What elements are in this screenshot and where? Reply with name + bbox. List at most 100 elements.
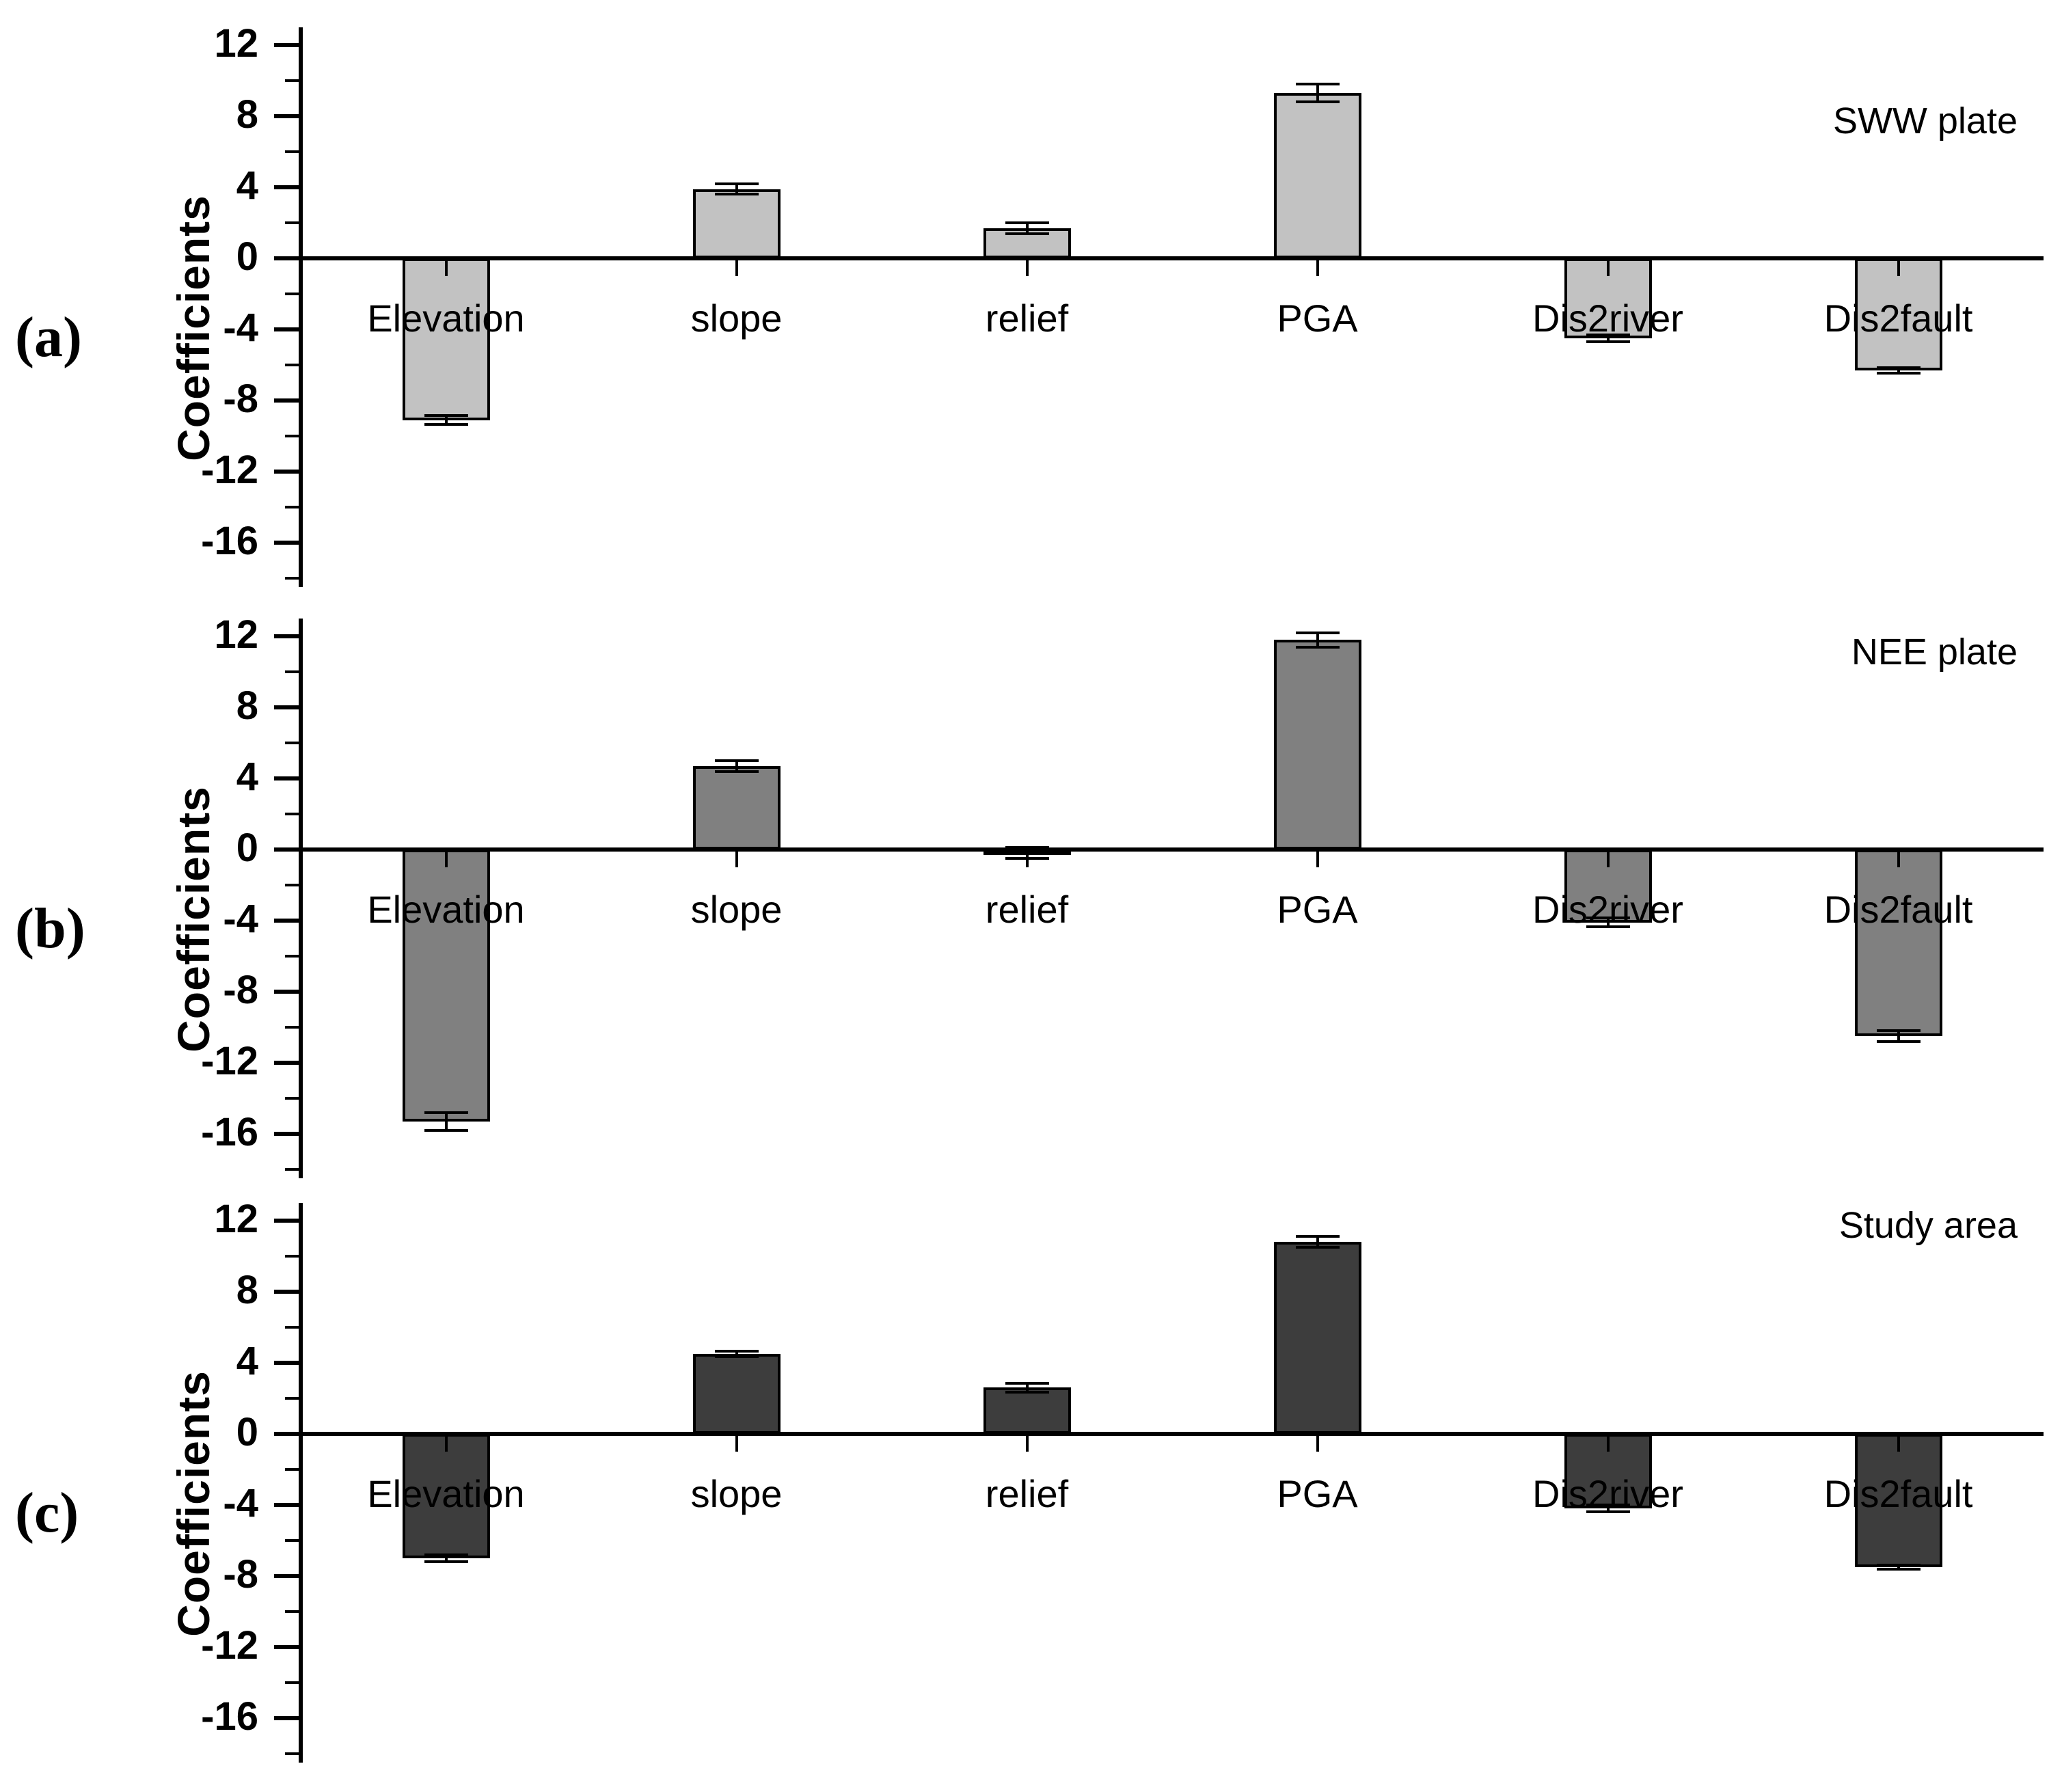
category-label-relief: relief: [985, 1472, 1069, 1515]
y-axis-major-tick: [274, 1132, 299, 1136]
error-bar-stem: [444, 416, 448, 425]
y-axis-line: [299, 27, 303, 587]
y-axis-major-tick: [274, 1061, 299, 1065]
error-bar-cap-bottom: [1876, 1567, 1921, 1571]
x-axis-category-tick: [1897, 1434, 1900, 1452]
plot-area-study: 12 8 4 0 -4 -8 -12 -16 Elevation slope relief PGA Di…: [0, 1197, 2049, 1792]
y-axis-minor-tick: [285, 1610, 299, 1613]
category-label-elevation: Elevation: [367, 297, 525, 340]
bar-pga: [1273, 1242, 1361, 1434]
y-axis-major-tick: [274, 1503, 299, 1507]
category-label-pga: PGA: [1277, 297, 1358, 340]
y-axis-major-tick: [274, 327, 299, 331]
error-bar-cap-bottom: [1005, 1390, 1049, 1394]
y-axis-major-tick: [274, 1432, 299, 1436]
error-bar-stem: [1316, 1236, 1319, 1247]
error-bar-cap-top: [424, 1553, 468, 1556]
y-axis-major-tick: [274, 1361, 299, 1365]
error-bar-cap-top: [1005, 221, 1049, 224]
y-axis-minor-tick: [285, 1397, 299, 1400]
error-bar-stem: [444, 1554, 448, 1562]
panel-title-nee: NEE plate: [1851, 632, 2018, 673]
error-bar-stem: [1606, 334, 1610, 342]
category-label-dis2river: Dis2river: [1532, 297, 1683, 340]
x-axis-category-tick: [1025, 258, 1029, 276]
error-bar-stem: [1897, 1565, 1900, 1569]
x-axis-category-tick: [735, 258, 738, 276]
y-axis-minor-tick: [285, 293, 299, 295]
error-bar-stem: [1316, 84, 1319, 103]
error-bar-cap-bottom: [1586, 925, 1630, 929]
y-axis-minor-tick: [285, 1681, 299, 1684]
error-bar-stem: [735, 1351, 738, 1357]
error-bar-cap-top: [1876, 1564, 1921, 1567]
error-bar-cap-bottom: [424, 423, 468, 426]
y-axis-major-tick: [274, 1219, 299, 1223]
panel-title-study: Study area: [1838, 1205, 2018, 1246]
x-axis-category-tick: [1606, 258, 1610, 276]
y-axis-tick-label: -8: [223, 968, 258, 1012]
x-axis-zero-line: [299, 1432, 2044, 1436]
error-bar-cap-bottom: [1586, 1510, 1630, 1514]
y-axis-tick-label: 4: [236, 755, 258, 799]
error-bar-cap-bottom: [424, 1128, 468, 1132]
y-axis-major-tick: [274, 185, 299, 189]
y-axis-tick-label: -16: [201, 1694, 258, 1739]
y-axis-major-tick: [274, 1290, 299, 1294]
error-bar-cap-top: [1586, 917, 1630, 920]
y-axis-tick-label: -12: [201, 448, 258, 492]
bar-dis2fault: [1854, 1434, 1942, 1567]
category-label-dis2fault: Dis2fault: [1823, 297, 1973, 340]
error-bar-cap-bottom: [1005, 232, 1049, 235]
error-bar-cap-top: [714, 182, 759, 185]
y-axis-tick-label: 12: [214, 1197, 258, 1241]
error-bar-cap-top: [1876, 366, 1921, 369]
category-label-slope: slope: [690, 1472, 783, 1515]
x-axis-category-tick: [1316, 1434, 1319, 1452]
y-axis-minor-tick: [285, 1026, 299, 1029]
error-bar-stem: [1606, 1505, 1610, 1512]
y-axis-tick-label: 0: [236, 234, 258, 279]
y-axis-minor-tick: [285, 1468, 299, 1471]
x-axis-category-tick: [1025, 1434, 1029, 1452]
x-axis-category-tick: [1316, 258, 1319, 276]
error-bar-stem: [1316, 632, 1319, 647]
y-axis-major-tick: [274, 705, 299, 709]
y-axis-tick-label: 12: [214, 21, 258, 66]
y-axis-tick-label: 8: [236, 92, 258, 137]
y-axis-minor-tick: [285, 884, 299, 886]
category-label-elevation: Elevation: [367, 888, 525, 931]
bar-slope: [692, 189, 781, 258]
x-axis-category-tick: [1897, 850, 1900, 867]
y-axis-minor-tick: [285, 221, 299, 224]
y-axis-minor-tick: [285, 79, 299, 82]
x-axis-zero-line: [299, 847, 2044, 852]
error-bar-cap-top: [1295, 1235, 1340, 1238]
error-bar-cap-top: [1876, 1029, 1921, 1033]
y-axis-tick-label: -4: [223, 1481, 258, 1525]
y-axis-major-tick: [274, 1574, 299, 1578]
y-axis-tick-label: -12: [201, 1623, 258, 1668]
y-axis-minor-tick: [285, 1168, 299, 1171]
y-axis-line: [299, 619, 303, 1178]
panel-sww-plate: 12 8 4 0 -4 -8 -12 -16 Elevation slope relief PGA Di…: [0, 21, 2049, 616]
y-axis-major-tick: [274, 114, 299, 118]
bar-elevation: [402, 1434, 490, 1558]
category-label-dis2river: Dis2river: [1532, 1472, 1683, 1515]
y-axis-tick-label: 0: [236, 826, 258, 870]
y-axis-major-tick: [274, 43, 299, 47]
y-axis-minor-tick: [285, 150, 299, 153]
error-bar-stem: [1025, 1383, 1029, 1392]
error-bar-cap-top: [1295, 83, 1340, 86]
x-axis-category-tick: [1606, 1434, 1610, 1452]
bar-elevation: [402, 850, 490, 1122]
y-axis-minor-tick: [285, 670, 299, 673]
error-bar-cap-top: [714, 1350, 759, 1353]
x-axis-category-tick: [1606, 850, 1610, 867]
error-bar-cap-top: [424, 414, 468, 418]
category-label-dis2fault: Dis2fault: [1823, 1472, 1973, 1515]
y-axis-major-tick: [274, 256, 299, 260]
category-label-dis2fault: Dis2fault: [1823, 888, 1973, 931]
error-bar-cap-bottom: [714, 193, 759, 196]
error-bar-cap-bottom: [424, 1560, 468, 1564]
